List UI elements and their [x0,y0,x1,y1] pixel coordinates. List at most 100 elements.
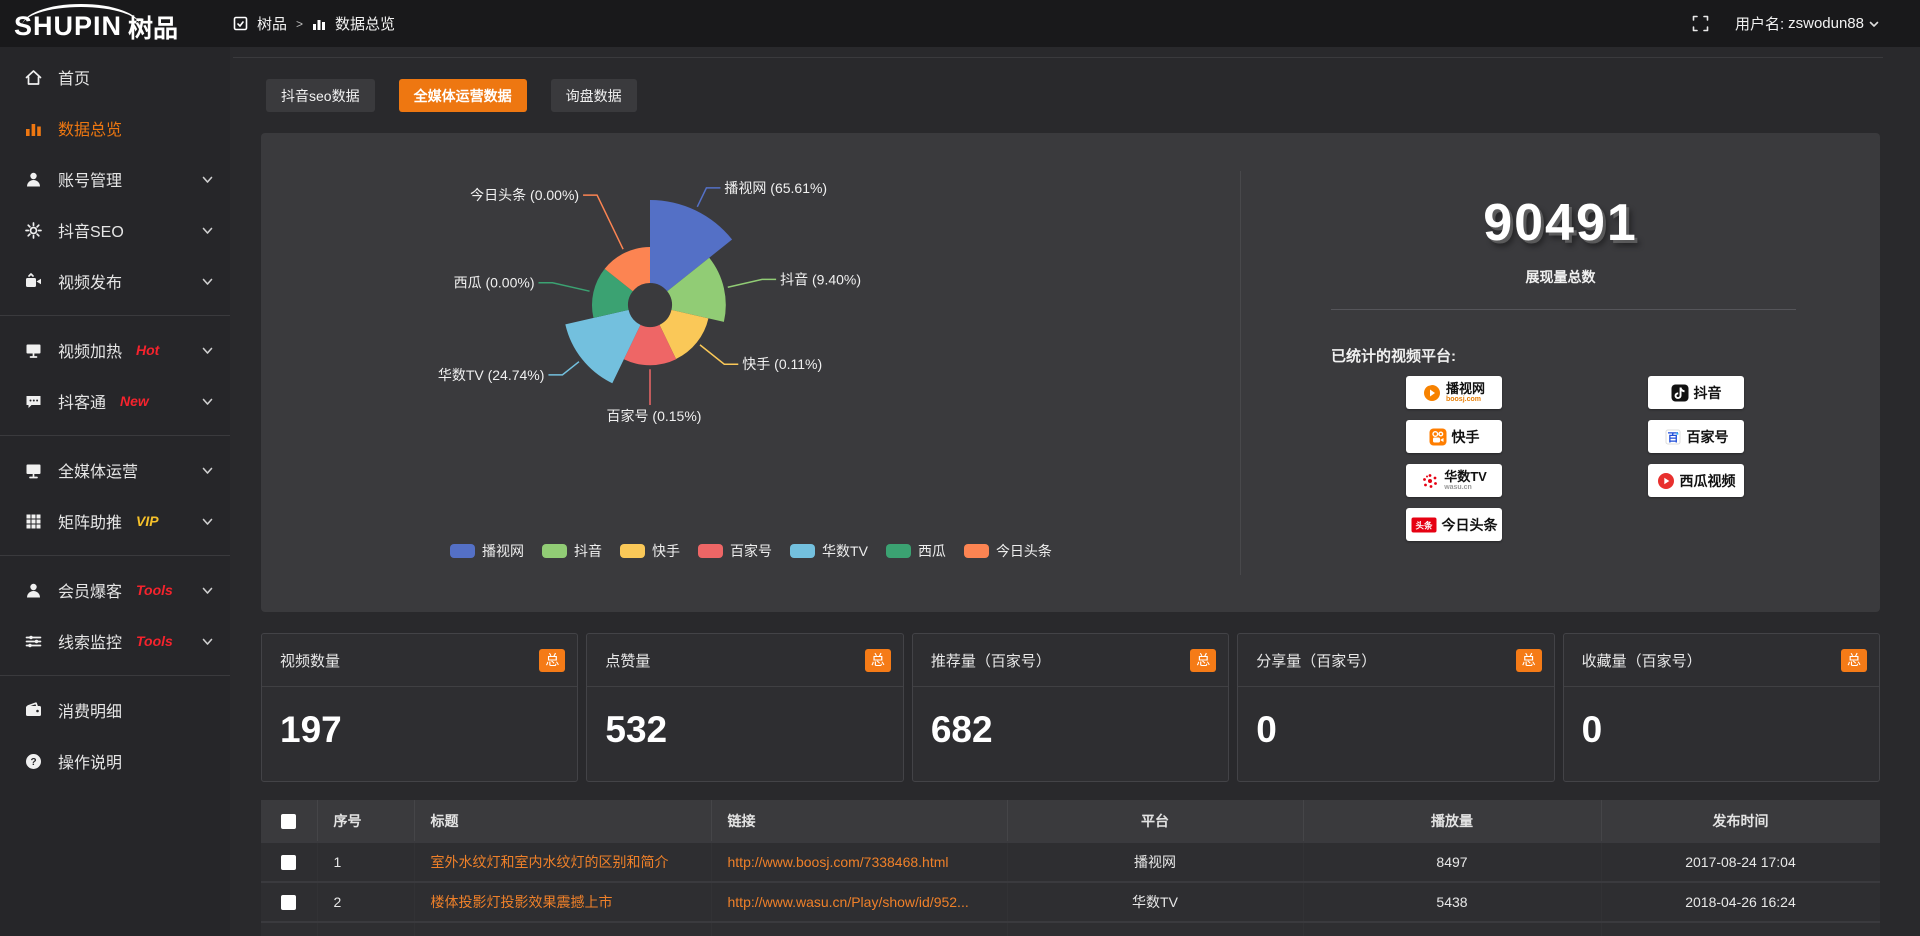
tab-抖音seo数据[interactable]: 抖音seo数据 [266,79,375,112]
impressions-total-value: 90491 [1483,194,1638,252]
screen-icon [22,341,44,360]
pie-slice-百家号[interactable] [623,324,677,366]
chevron-down-icon [201,515,214,528]
cell-link[interactable] [711,921,1008,936]
row-checkbox[interactable] [281,855,297,871]
sidebar-item-视频发布[interactable]: 视频发布 [0,256,230,306]
legend-swatch [542,544,568,558]
sidebar-item-消费明细[interactable]: 消费明细 [0,685,230,735]
label-leader-line [548,361,580,376]
total-badge[interactable]: 总 [864,648,891,672]
pie-slice-西瓜[interactable] [592,268,633,318]
platform-badge-今日头条[interactable]: 头条 今日头条 [1406,508,1502,541]
douyin-icon [1671,384,1689,402]
tab-全媒体运营数据[interactable]: 全媒体运营数据 [398,79,527,112]
main-content: 抖音seo数据 全媒体运营数据 询盘数据 播视网 (65.61%) 抖音 (9.40%… [230,47,1920,936]
stat-card-value: 197 [280,709,342,750]
stat-card-title: 收藏量（百家号） [1581,652,1702,670]
user-icon [22,581,44,600]
pie-label-百家号: 百家号 (0.15%) [607,408,702,424]
stat-card-header: 推荐量（百家号） 总 [912,634,1229,687]
platform-badge-西瓜视频[interactable]: 西瓜视频 [1648,464,1744,497]
cell-title[interactable]: 室外水纹灯和室内水纹灯的区别和简介 [414,841,712,882]
chart-legend: 播视网 抖音 快手 百家号 华数TV 西瓜 今日头条 [261,541,1241,561]
videos-table-wrap: 序号 标题 链接 平台 播放量 发布时间 1 室外水纹灯和室内水纹灯的区别和简介 http… [261,800,1880,936]
sidebar-item-抖客通[interactable]: 抖客通 New [0,376,230,426]
breadcrumb-root[interactable]: 树品 [257,16,288,33]
cell-link[interactable]: http://www.boosj.com/7338468.html [711,841,1008,882]
pie-slice-快手[interactable] [659,309,709,359]
pie-slice-华数TV[interactable] [565,309,641,384]
cell-title[interactable]: 楼体投影灯投影效果震撼上市 [414,881,712,922]
summary-divider [1331,309,1796,310]
platform-badge-快手[interactable]: 快手 [1406,420,1502,453]
total-badge[interactable]: 总 [1515,648,1542,672]
platform-badge-subtext: wasu.cn [1444,484,1472,491]
legend-label: 今日头条 [995,543,1052,559]
legend-item-西瓜[interactable]: 西瓜 [885,541,946,561]
legend-item-抖音[interactable]: 抖音 [542,541,602,561]
platform-badge-华数TV[interactable]: 华数TV wasu.cn [1406,464,1502,497]
legend-item-快手[interactable]: 快手 [620,541,680,561]
sidebar-item-线索监控[interactable]: 线索监控 Tools [0,616,230,666]
user-icon [22,170,44,189]
total-badge[interactable]: 总 [539,648,566,672]
legend-label: 华数TV [822,543,868,559]
platform-badge-label: 抖音 [1693,384,1722,401]
column-header-标题: 标题 [414,800,712,842]
stat-card-分享量（百家号）: 分享量（百家号） 总 0 [1237,633,1555,782]
rose-pie-chart[interactable]: 播视网 (65.61%) 抖音 (9.40%) 快手 (0.11%) 百家号 (0.1… [261,133,1241,603]
wasu-icon [1421,472,1439,490]
sidebar-item-抖音SEO[interactable]: 抖音SEO [0,205,230,255]
header-divider [233,57,1883,58]
sidebar-item-操作说明[interactable]: ? 操作说明 [0,736,230,786]
sidebar-item-会员爆客[interactable]: 会员爆客 Tools [0,565,230,615]
sidebar-item-矩阵助推[interactable]: 矩阵助推 VIP [0,496,230,546]
table-header-row: 序号 标题 链接 平台 播放量 发布时间 [261,800,1880,842]
cell-link[interactable]: http://www.wasu.cn/Play/show/id/952... [711,881,1008,922]
stat-card-header: 点赞量 总 [587,634,903,687]
sidebar-item-首页[interactable]: 首页 [0,52,230,102]
video-publish-icon [22,272,44,291]
impressions-total-label: 展现量总数 [1525,269,1596,285]
svg-text:?: ? [30,757,36,768]
sidebar-item-视频加热[interactable]: 视频加热 Hot [0,325,230,375]
select-all-checkbox[interactable] [281,813,297,829]
total-badge[interactable]: 总 [1841,648,1868,672]
sidebar-item-label: 消费明细 [58,704,123,721]
sidebar-item-badge: New [120,393,149,409]
chevron-down-icon [201,584,214,597]
sidebar-item-账号管理[interactable]: 账号管理 [0,154,230,204]
pie-slice-播视网[interactable] [650,200,733,292]
cell-plays [1303,921,1602,936]
xigua-icon [1657,472,1675,490]
legend-item-百家号[interactable]: 百家号 [698,541,772,561]
fullscreen-icon[interactable] [1692,15,1709,32]
pie-slice-抖音[interactable] [667,257,726,322]
cell-plays: 8497 [1303,841,1602,882]
cell-time: 2017-08-24 17:04 [1601,841,1880,882]
column-header-链接: 链接 [711,800,1008,842]
sidebar-item-全媒体运营[interactable]: 全媒体运营 [0,445,230,495]
legend-item-今日头条[interactable]: 今日头条 [963,541,1052,561]
platform-badge-百家号[interactable]: 百百家号 [1648,420,1744,453]
platform-badge-抖音[interactable]: 抖音 [1648,376,1744,409]
stat-card-value: 532 [605,709,668,750]
tab-询盘数据[interactable]: 询盘数据 [550,79,637,112]
sidebar-item-label: 操作说明 [58,755,123,772]
legend-label: 抖音 [574,543,603,559]
row-checkbox[interactable] [281,895,297,911]
legend-item-华数TV[interactable]: 华数TV [790,541,868,561]
legend-item-播视网[interactable]: 播视网 [450,541,524,561]
total-badge[interactable]: 总 [1190,648,1217,672]
stat-card-header: 视频数量 总 [262,634,578,687]
cell-title[interactable] [414,921,712,936]
sidebar-divider [0,315,230,316]
sidebar-item-数据总览[interactable]: 数据总览 [0,103,230,153]
logo-arc [22,4,140,26]
pie-slice-今日头条[interactable] [604,247,650,292]
username-menu[interactable]: 用户名: zswodun88 [1735,13,1880,34]
sidebar-item-badge: VIP [136,513,159,529]
platform-badge-播视网[interactable]: 播视网 boosj.com [1406,376,1502,409]
gear-icon [22,221,44,240]
